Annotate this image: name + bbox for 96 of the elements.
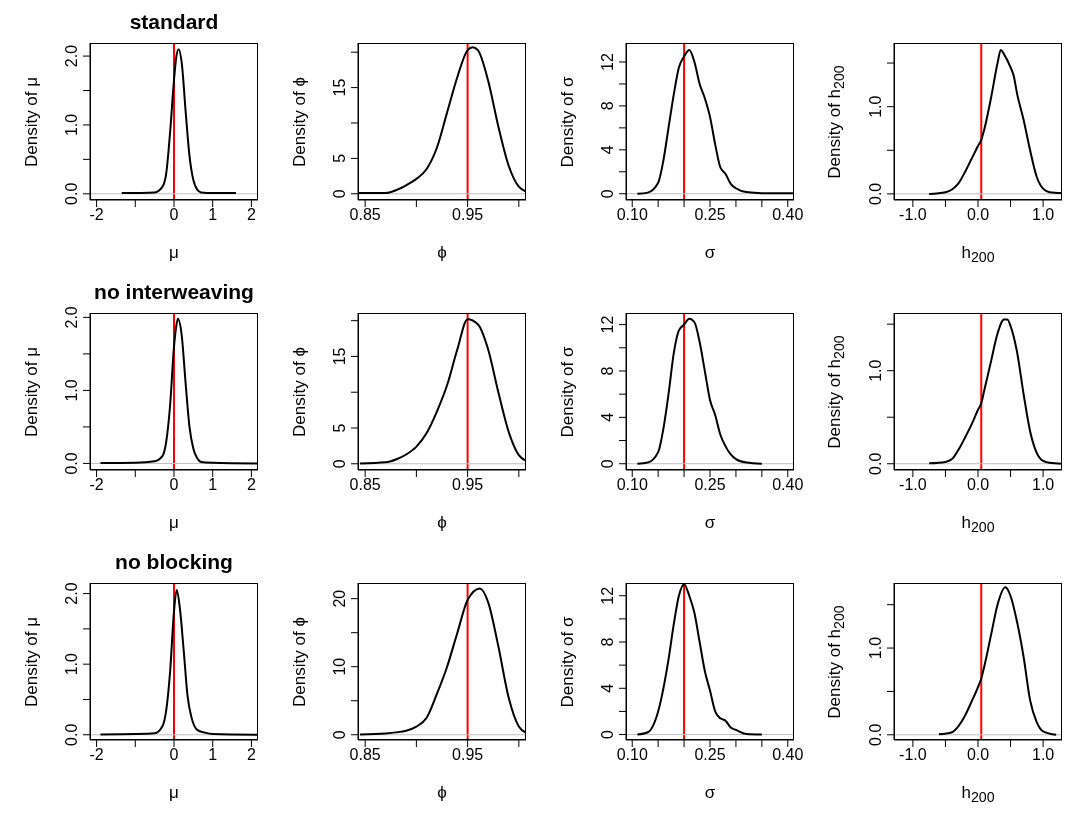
x-tick-label: 1.0 [1031, 476, 1055, 494]
y-tick-label: 0 [599, 459, 616, 469]
x-tick-label: 0.85 [349, 476, 381, 494]
y-tick-label: 1.0 [867, 636, 884, 660]
x-tick-label: 0.25 [694, 476, 726, 494]
x-axis-title: σ [704, 783, 716, 803]
x-tick-label: 0.10 [616, 746, 648, 764]
x-tick-label: 2 [246, 476, 256, 494]
x-axis-title: μ [169, 243, 179, 263]
y-tick-label: 0 [331, 730, 348, 740]
y-tick-label: 8 [599, 637, 616, 647]
x-tick-label: -2 [89, 206, 104, 224]
y-axis-title: Density of ϕ [290, 76, 310, 167]
y-axis-title: Density of μ [22, 76, 42, 167]
x-tick-label: 0.10 [616, 476, 648, 494]
y-tick-label: 5 [331, 153, 348, 163]
y-tick-label: 2.0 [63, 306, 80, 329]
x-axis-title: ϕ [437, 513, 447, 533]
x-tick-label: 0.95 [452, 746, 484, 764]
x-tick-label: -1.0 [899, 206, 927, 224]
x-tick-label: 1.0 [1031, 746, 1055, 764]
y-tick-label: 1.0 [63, 113, 80, 137]
y-tick-label: 15 [331, 78, 348, 97]
y-tick-label: 12 [599, 52, 616, 71]
y-tick-label: 0.0 [867, 452, 884, 475]
x-tick-label: 0.0 [966, 206, 990, 224]
x-tick-label: 0.25 [694, 206, 726, 224]
x-tick-label: 0.0 [966, 476, 990, 494]
x-tick-label: 1.0 [1031, 206, 1055, 224]
x-tick-label: -2 [89, 746, 104, 764]
x-axis-title: ϕ [437, 243, 447, 263]
x-tick-label: 2 [246, 746, 256, 764]
x-tick-label: 0.40 [772, 476, 804, 494]
x-tick-label: 0.85 [349, 746, 381, 764]
x-axis-title: μ [169, 513, 179, 533]
x-axis-title: h$_{200}$ [961, 783, 995, 806]
x-tick-label: 0.95 [452, 476, 484, 494]
y-tick-label: 1.0 [63, 652, 80, 676]
y-tick-label: 0.0 [63, 182, 80, 205]
y-tick-label: 4 [599, 145, 616, 155]
x-axis-title: μ [169, 783, 179, 803]
y-tick-label: 2.0 [63, 44, 80, 68]
y-tick-label: 0.0 [867, 723, 884, 746]
y-axis-title: Density of ϕ [290, 346, 310, 437]
chart-title: no blocking [115, 550, 233, 574]
y-tick-label: 15 [331, 347, 348, 366]
y-tick-label: 8 [599, 366, 616, 376]
x-tick-label: 0.0 [966, 746, 990, 764]
x-tick-label: 0 [169, 746, 179, 764]
y-tick-label: 0 [599, 189, 616, 199]
y-tick-label: 4 [599, 412, 616, 422]
y-tick-label: 2.0 [63, 582, 80, 605]
x-tick-label: -1.0 [899, 746, 927, 764]
y-tick-label: 20 [331, 589, 348, 608]
y-axis-title: Density of μ [22, 346, 42, 437]
x-tick-label: 0 [169, 476, 179, 494]
y-tick-label: 12 [599, 315, 616, 334]
y-axis-title: Density of σ [558, 616, 578, 707]
y-tick-label: 1.0 [867, 359, 884, 382]
x-tick-label: 1 [208, 476, 218, 494]
y-axis-title: Density of ϕ [290, 616, 310, 707]
x-tick-label: 0.95 [452, 206, 484, 224]
x-tick-label: 0.40 [772, 746, 804, 764]
y-tick-label: 1.0 [867, 95, 884, 118]
y-tick-label: 0 [331, 189, 348, 199]
y-tick-label: 0.0 [63, 723, 80, 746]
x-tick-label: 1 [208, 206, 218, 224]
x-axis-title: h$_{200}$ [961, 513, 995, 536]
chart-title: standard [129, 10, 219, 34]
y-axis-title: Density of μ [22, 616, 42, 707]
x-tick-label: 0.85 [349, 206, 381, 224]
y-tick-label: 0 [331, 459, 348, 469]
x-axis-title: h$_{200}$ [961, 243, 995, 266]
y-tick-label: 5 [331, 423, 348, 433]
x-tick-label: 2 [246, 206, 256, 224]
x-tick-label: 0.25 [694, 746, 726, 764]
x-tick-label: 0.40 [772, 206, 804, 224]
y-tick-label: 4 [599, 683, 616, 693]
y-axis-title: Density of σ [558, 346, 578, 437]
y-tick-label: 8 [599, 101, 616, 111]
y-tick-label: 0.0 [63, 452, 80, 475]
x-tick-label: 1 [208, 746, 218, 764]
chart-title: no interweaving [94, 280, 254, 304]
y-tick-label: 0 [599, 730, 616, 740]
x-tick-label: -2 [89, 476, 104, 494]
y-axis-title: Density of σ [558, 76, 578, 167]
y-tick-label: 12 [599, 586, 616, 605]
y-tick-label: 1.0 [63, 379, 80, 402]
x-tick-label: 0 [169, 206, 179, 224]
x-axis-title: σ [704, 243, 716, 263]
x-axis-title: σ [704, 513, 716, 533]
x-tick-label: 0.10 [616, 206, 648, 224]
x-tick-label: -1.0 [899, 476, 927, 494]
y-tick-label: 10 [331, 657, 348, 676]
y-tick-label: 0.0 [867, 182, 884, 206]
x-axis-title: ϕ [437, 783, 447, 803]
